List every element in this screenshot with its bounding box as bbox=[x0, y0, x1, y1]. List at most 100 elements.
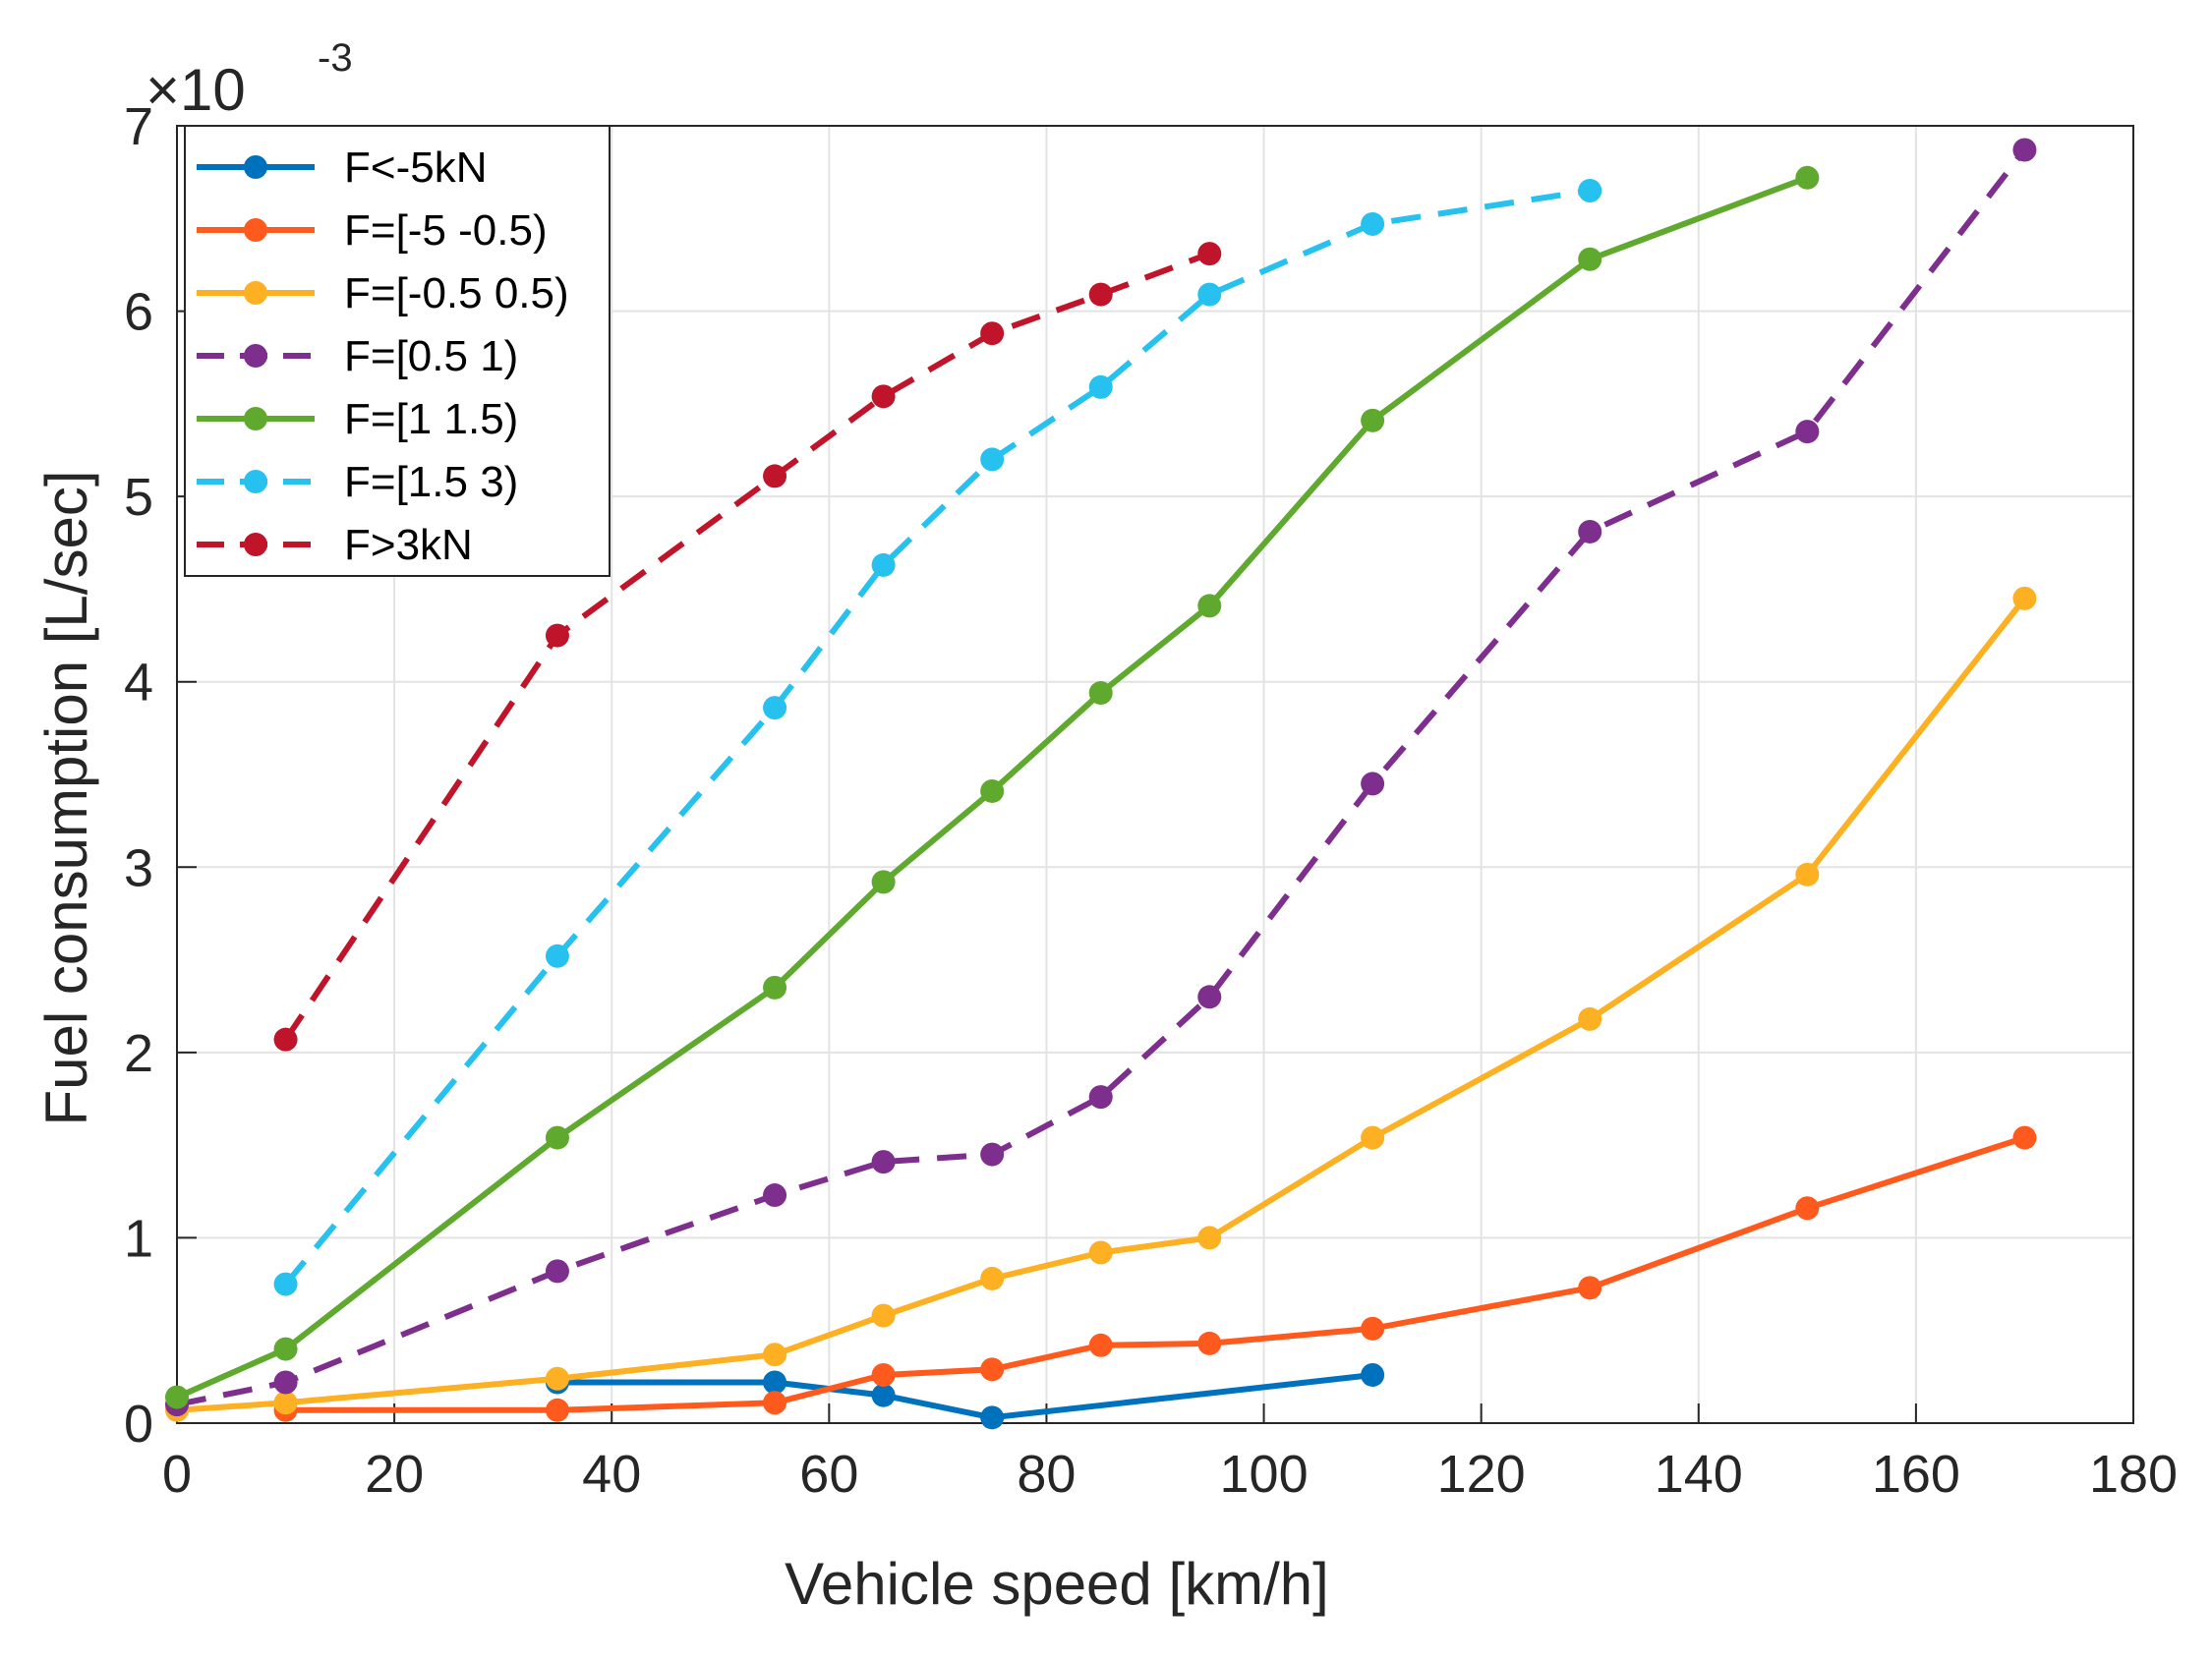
data-point bbox=[763, 1183, 787, 1208]
data-point bbox=[980, 321, 1005, 346]
series-line bbox=[176, 147, 2027, 1408]
data-point bbox=[273, 1027, 298, 1052]
data-point bbox=[871, 1150, 896, 1174]
series-5 bbox=[273, 179, 1602, 1296]
data-point bbox=[1361, 1125, 1385, 1150]
y-tick-label: 7 bbox=[124, 97, 153, 156]
y-tick-label: 2 bbox=[124, 1024, 153, 1083]
y-tick-label: 1 bbox=[124, 1209, 153, 1268]
data-point bbox=[2012, 1125, 2037, 1150]
legend-swatch-marker bbox=[244, 533, 267, 556]
legend-item: F=[0.5 1) bbox=[197, 332, 518, 380]
data-point bbox=[1578, 1006, 1602, 1031]
y-tick-label: 3 bbox=[124, 838, 153, 897]
data-point bbox=[1578, 1276, 1602, 1300]
legend-item: F=[-0.5 0.5) bbox=[197, 269, 569, 317]
x-tick-label: 140 bbox=[1655, 1445, 1743, 1504]
exponent-label: ×10 -3 bbox=[146, 36, 353, 123]
series-line bbox=[176, 597, 2027, 1413]
legend-swatch-marker bbox=[244, 407, 267, 430]
legend-swatch-marker bbox=[244, 218, 267, 242]
legend-swatch-marker bbox=[244, 470, 267, 493]
data-point bbox=[1578, 519, 1602, 544]
legend-label: F>3kN bbox=[344, 521, 473, 569]
data-point bbox=[2012, 586, 2037, 610]
data-point bbox=[545, 623, 569, 648]
data-point bbox=[871, 1362, 896, 1387]
legend-item: F=[1 1.5) bbox=[197, 395, 518, 443]
legend-label: F=[-5 -0.5) bbox=[344, 206, 548, 255]
data-point bbox=[273, 1391, 298, 1415]
x-axis-title: Vehicle speed [km/h] bbox=[785, 1551, 1329, 1617]
exponent-power: -3 bbox=[318, 36, 353, 80]
y-axis-title: Fuel consumption [L/sec] bbox=[33, 470, 99, 1125]
data-point bbox=[273, 1370, 298, 1395]
data-point bbox=[1197, 1226, 1222, 1250]
data-point bbox=[545, 944, 569, 968]
y-tick-label: 4 bbox=[124, 654, 153, 713]
legend-label: F=[1 1.5) bbox=[344, 395, 518, 443]
data-point bbox=[545, 1366, 569, 1391]
x-tick-label: 80 bbox=[1017, 1445, 1076, 1504]
data-point bbox=[1088, 681, 1113, 706]
x-tick-label: 180 bbox=[2089, 1445, 2178, 1504]
data-point bbox=[871, 1383, 896, 1407]
series-2 bbox=[165, 586, 2037, 1422]
data-point bbox=[980, 1357, 1005, 1382]
legend-item: F<-5kN bbox=[197, 143, 487, 192]
data-point bbox=[1578, 179, 1602, 202]
data-point bbox=[1197, 242, 1222, 266]
series-4 bbox=[165, 165, 1820, 1409]
legend: F<-5kN F=[-5 -0.5) F=[-0.5 0.5) F=[0.5 1) F=… bbox=[184, 125, 611, 577]
data-point bbox=[980, 778, 1005, 803]
data-point bbox=[763, 975, 787, 1000]
data-point bbox=[1088, 1240, 1113, 1265]
x-tick-label: 100 bbox=[1220, 1445, 1309, 1504]
legend-item: F=[1.5 3) bbox=[197, 458, 518, 506]
series-layer bbox=[165, 138, 2037, 1430]
data-point bbox=[1795, 862, 1820, 887]
data-point bbox=[545, 1398, 569, 1422]
data-point bbox=[1197, 282, 1222, 307]
data-point bbox=[1578, 247, 1602, 271]
data-point bbox=[1197, 1331, 1222, 1355]
legend-swatch-marker bbox=[244, 344, 267, 368]
data-point bbox=[2012, 138, 2037, 162]
legend-label: F<-5kN bbox=[344, 143, 487, 192]
data-point bbox=[1088, 282, 1113, 307]
y-tick-label: 6 bbox=[124, 283, 153, 342]
plot-frame bbox=[176, 125, 2134, 1424]
data-point bbox=[1197, 594, 1222, 618]
data-point bbox=[980, 447, 1005, 472]
data-point bbox=[1795, 1196, 1820, 1221]
legend-item: F=[-5 -0.5) bbox=[197, 206, 548, 255]
data-point bbox=[1197, 985, 1222, 1009]
data-point bbox=[980, 1142, 1005, 1167]
data-point bbox=[871, 870, 896, 894]
data-point bbox=[871, 1303, 896, 1328]
data-point bbox=[1361, 1316, 1385, 1341]
y-tick-label: 0 bbox=[124, 1395, 153, 1454]
series-1 bbox=[273, 1125, 2037, 1422]
data-point bbox=[273, 1337, 298, 1361]
legend-label: F=[-0.5 0.5) bbox=[344, 269, 569, 317]
data-point bbox=[871, 552, 896, 577]
data-point bbox=[763, 464, 787, 488]
exponent-prefix: ×10 bbox=[146, 57, 246, 123]
series-3 bbox=[165, 138, 2037, 1417]
data-point bbox=[1361, 211, 1385, 236]
x-tick-label: 20 bbox=[365, 1445, 424, 1504]
series-6 bbox=[273, 242, 1222, 1052]
y-tick-label: 5 bbox=[124, 468, 153, 527]
x-tick-label: 0 bbox=[162, 1445, 192, 1504]
data-point bbox=[545, 1125, 569, 1150]
data-point bbox=[273, 1272, 298, 1296]
data-point bbox=[763, 696, 787, 720]
data-point bbox=[1088, 374, 1113, 399]
data-point bbox=[1361, 772, 1385, 796]
data-point bbox=[1361, 1362, 1385, 1387]
x-tick-label: 40 bbox=[582, 1445, 641, 1504]
legend-item: F>3kN bbox=[197, 521, 473, 569]
legend-label: F=[1.5 3) bbox=[344, 458, 518, 506]
